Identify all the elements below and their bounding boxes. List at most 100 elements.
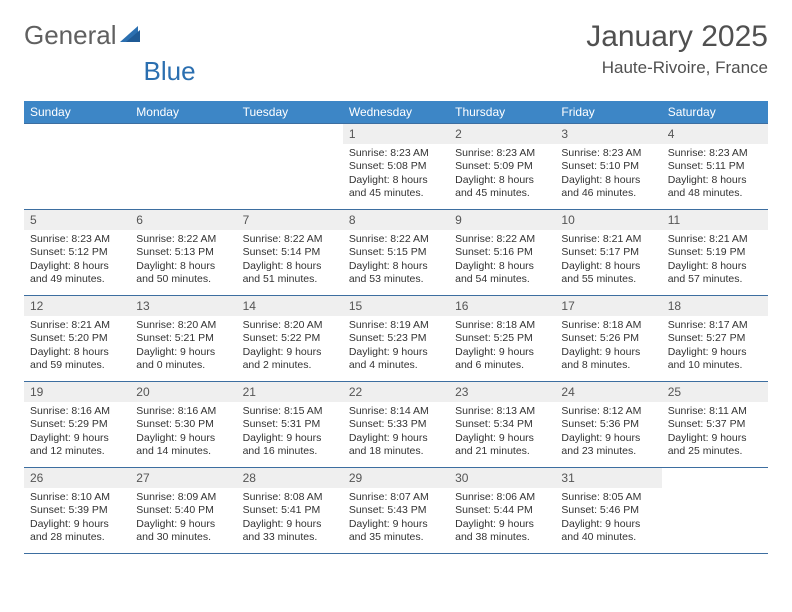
calendar-cell: 5Sunrise: 8:23 AMSunset: 5:12 PMDaylight…	[24, 210, 130, 296]
day-header: Tuesday	[237, 101, 343, 124]
day-number: 28	[237, 468, 343, 488]
day-number: 18	[662, 296, 768, 316]
calendar-cell: 3Sunrise: 8:23 AMSunset: 5:10 PMDaylight…	[555, 124, 661, 210]
day-number: 17	[555, 296, 661, 316]
day-info: Sunrise: 8:17 AMSunset: 5:27 PMDaylight:…	[662, 316, 768, 378]
calendar-cell: 26Sunrise: 8:10 AMSunset: 5:39 PMDayligh…	[24, 468, 130, 554]
calendar-cell: 20Sunrise: 8:16 AMSunset: 5:30 PMDayligh…	[130, 382, 236, 468]
day-info: Sunrise: 8:21 AMSunset: 5:17 PMDaylight:…	[555, 230, 661, 292]
calendar-head: SundayMondayTuesdayWednesdayThursdayFrid…	[24, 101, 768, 124]
day-info: Sunrise: 8:23 AMSunset: 5:10 PMDaylight:…	[555, 144, 661, 206]
day-number: 19	[24, 382, 130, 402]
calendar-row: 5Sunrise: 8:23 AMSunset: 5:12 PMDaylight…	[24, 210, 768, 296]
day-number: 10	[555, 210, 661, 230]
day-info: Sunrise: 8:20 AMSunset: 5:21 PMDaylight:…	[130, 316, 236, 378]
calendar-cell: 16Sunrise: 8:18 AMSunset: 5:25 PMDayligh…	[449, 296, 555, 382]
day-info: Sunrise: 8:22 AMSunset: 5:16 PMDaylight:…	[449, 230, 555, 292]
calendar-cell: 27Sunrise: 8:09 AMSunset: 5:40 PMDayligh…	[130, 468, 236, 554]
day-info: Sunrise: 8:18 AMSunset: 5:25 PMDaylight:…	[449, 316, 555, 378]
day-info: Sunrise: 8:16 AMSunset: 5:29 PMDaylight:…	[24, 402, 130, 464]
day-info: Sunrise: 8:22 AMSunset: 5:15 PMDaylight:…	[343, 230, 449, 292]
calendar-row: 12Sunrise: 8:21 AMSunset: 5:20 PMDayligh…	[24, 296, 768, 382]
calendar-cell: 4Sunrise: 8:23 AMSunset: 5:11 PMDaylight…	[662, 124, 768, 210]
day-number: 8	[343, 210, 449, 230]
calendar-cell: 28Sunrise: 8:08 AMSunset: 5:41 PMDayligh…	[237, 468, 343, 554]
day-number: 20	[130, 382, 236, 402]
calendar-cell: 17Sunrise: 8:18 AMSunset: 5:26 PMDayligh…	[555, 296, 661, 382]
day-info: Sunrise: 8:13 AMSunset: 5:34 PMDaylight:…	[449, 402, 555, 464]
month-title: January 2025	[586, 20, 768, 54]
day-number: 23	[449, 382, 555, 402]
logo-triangle-icon	[120, 20, 142, 51]
day-header: Monday	[130, 101, 236, 124]
calendar-cell: 6Sunrise: 8:22 AMSunset: 5:13 PMDaylight…	[130, 210, 236, 296]
calendar-cell	[130, 124, 236, 210]
calendar-cell: 29Sunrise: 8:07 AMSunset: 5:43 PMDayligh…	[343, 468, 449, 554]
day-info: Sunrise: 8:14 AMSunset: 5:33 PMDaylight:…	[343, 402, 449, 464]
day-number: 14	[237, 296, 343, 316]
calendar-cell: 12Sunrise: 8:21 AMSunset: 5:20 PMDayligh…	[24, 296, 130, 382]
day-number: 2	[449, 124, 555, 144]
calendar-cell: 24Sunrise: 8:12 AMSunset: 5:36 PMDayligh…	[555, 382, 661, 468]
calendar-cell: 31Sunrise: 8:05 AMSunset: 5:46 PMDayligh…	[555, 468, 661, 554]
day-number: 24	[555, 382, 661, 402]
calendar-cell: 18Sunrise: 8:17 AMSunset: 5:27 PMDayligh…	[662, 296, 768, 382]
calendar-cell: 8Sunrise: 8:22 AMSunset: 5:15 PMDaylight…	[343, 210, 449, 296]
day-number: 1	[343, 124, 449, 144]
day-number: 21	[237, 382, 343, 402]
calendar-cell: 2Sunrise: 8:23 AMSunset: 5:09 PMDaylight…	[449, 124, 555, 210]
day-number: 7	[237, 210, 343, 230]
calendar-table: SundayMondayTuesdayWednesdayThursdayFrid…	[24, 101, 768, 554]
day-info: Sunrise: 8:06 AMSunset: 5:44 PMDaylight:…	[449, 488, 555, 550]
calendar-cell	[662, 468, 768, 554]
day-info: Sunrise: 8:23 AMSunset: 5:11 PMDaylight:…	[662, 144, 768, 206]
day-number: 4	[662, 124, 768, 144]
day-info: Sunrise: 8:15 AMSunset: 5:31 PMDaylight:…	[237, 402, 343, 464]
calendar-cell: 22Sunrise: 8:14 AMSunset: 5:33 PMDayligh…	[343, 382, 449, 468]
day-info: Sunrise: 8:10 AMSunset: 5:39 PMDaylight:…	[24, 488, 130, 550]
day-info: Sunrise: 8:07 AMSunset: 5:43 PMDaylight:…	[343, 488, 449, 550]
calendar-cell: 19Sunrise: 8:16 AMSunset: 5:29 PMDayligh…	[24, 382, 130, 468]
day-header: Sunday	[24, 101, 130, 124]
day-info: Sunrise: 8:22 AMSunset: 5:14 PMDaylight:…	[237, 230, 343, 292]
calendar-cell: 10Sunrise: 8:21 AMSunset: 5:17 PMDayligh…	[555, 210, 661, 296]
day-number: 5	[24, 210, 130, 230]
day-info: Sunrise: 8:21 AMSunset: 5:20 PMDaylight:…	[24, 316, 130, 378]
day-info: Sunrise: 8:19 AMSunset: 5:23 PMDaylight:…	[343, 316, 449, 378]
day-info: Sunrise: 8:22 AMSunset: 5:13 PMDaylight:…	[130, 230, 236, 292]
calendar-row: 26Sunrise: 8:10 AMSunset: 5:39 PMDayligh…	[24, 468, 768, 554]
calendar-cell: 13Sunrise: 8:20 AMSunset: 5:21 PMDayligh…	[130, 296, 236, 382]
calendar-row: 19Sunrise: 8:16 AMSunset: 5:29 PMDayligh…	[24, 382, 768, 468]
calendar-cell: 1Sunrise: 8:23 AMSunset: 5:08 PMDaylight…	[343, 124, 449, 210]
calendar-cell: 21Sunrise: 8:15 AMSunset: 5:31 PMDayligh…	[237, 382, 343, 468]
calendar-cell: 9Sunrise: 8:22 AMSunset: 5:16 PMDaylight…	[449, 210, 555, 296]
day-header: Friday	[555, 101, 661, 124]
logo-text-1: General	[24, 20, 117, 51]
day-number: 30	[449, 468, 555, 488]
day-number: 31	[555, 468, 661, 488]
logo: General	[24, 20, 144, 51]
calendar-cell: 23Sunrise: 8:13 AMSunset: 5:34 PMDayligh…	[449, 382, 555, 468]
day-info: Sunrise: 8:23 AMSunset: 5:09 PMDaylight:…	[449, 144, 555, 206]
day-number: 12	[24, 296, 130, 316]
day-info: Sunrise: 8:16 AMSunset: 5:30 PMDaylight:…	[130, 402, 236, 464]
calendar-row: 1Sunrise: 8:23 AMSunset: 5:08 PMDaylight…	[24, 124, 768, 210]
day-number: 3	[555, 124, 661, 144]
day-number: 15	[343, 296, 449, 316]
day-info: Sunrise: 8:21 AMSunset: 5:19 PMDaylight:…	[662, 230, 768, 292]
calendar-cell: 14Sunrise: 8:20 AMSunset: 5:22 PMDayligh…	[237, 296, 343, 382]
day-info: Sunrise: 8:20 AMSunset: 5:22 PMDaylight:…	[237, 316, 343, 378]
day-info: Sunrise: 8:11 AMSunset: 5:37 PMDaylight:…	[662, 402, 768, 464]
day-info: Sunrise: 8:08 AMSunset: 5:41 PMDaylight:…	[237, 488, 343, 550]
day-number: 16	[449, 296, 555, 316]
day-header: Thursday	[449, 101, 555, 124]
day-info: Sunrise: 8:23 AMSunset: 5:08 PMDaylight:…	[343, 144, 449, 206]
day-header: Wednesday	[343, 101, 449, 124]
day-number: 26	[24, 468, 130, 488]
day-number: 22	[343, 382, 449, 402]
day-number: 27	[130, 468, 236, 488]
day-info: Sunrise: 8:23 AMSunset: 5:12 PMDaylight:…	[24, 230, 130, 292]
day-number: 9	[449, 210, 555, 230]
day-info: Sunrise: 8:05 AMSunset: 5:46 PMDaylight:…	[555, 488, 661, 550]
logo-text-2: Blue	[144, 56, 196, 87]
